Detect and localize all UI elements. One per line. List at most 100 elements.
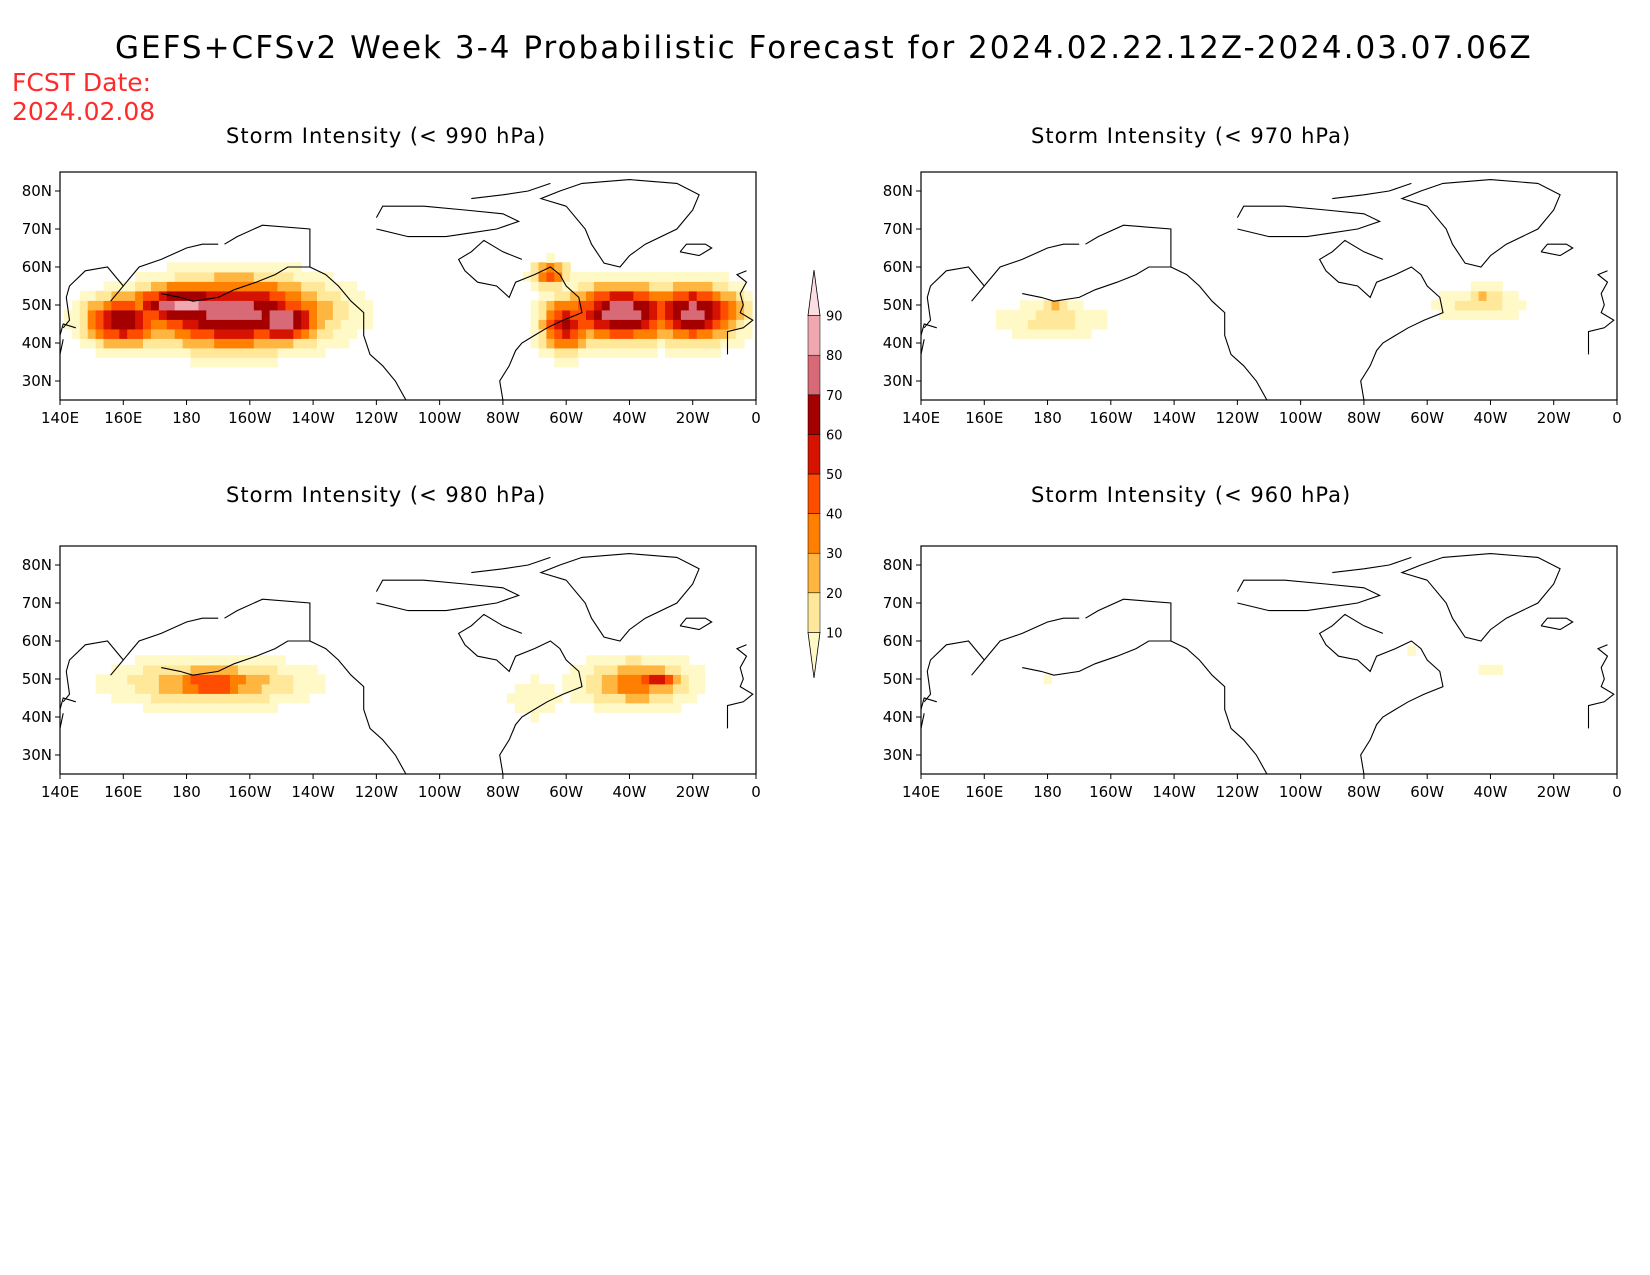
probability-cell bbox=[1478, 309, 1488, 320]
probability-cell bbox=[356, 309, 366, 320]
coastline bbox=[921, 339, 925, 356]
colorbar-label: 40 bbox=[826, 508, 843, 523]
probability-cell bbox=[593, 319, 603, 330]
probability-cell bbox=[238, 262, 247, 273]
probability-cell bbox=[633, 674, 642, 685]
coastline bbox=[1170, 640, 1268, 774]
lon-tick-label: 20W bbox=[676, 409, 710, 427]
probability-cell bbox=[586, 281, 595, 292]
lat-tick-label: 30N bbox=[883, 746, 913, 764]
probability-cell bbox=[317, 290, 326, 301]
probability-cell bbox=[609, 281, 619, 292]
probability-cell bbox=[198, 702, 207, 713]
probability-cell bbox=[261, 347, 271, 358]
probability-cell bbox=[317, 281, 326, 292]
probability-cell bbox=[285, 300, 294, 311]
probability-cell bbox=[649, 281, 658, 292]
probability-cell bbox=[190, 357, 199, 368]
probability-cell bbox=[633, 338, 642, 349]
probability-cell bbox=[261, 309, 271, 320]
probability-cell bbox=[1083, 309, 1092, 320]
probability-cell bbox=[277, 290, 286, 301]
probability-cell bbox=[230, 309, 239, 320]
probability-cell bbox=[206, 655, 215, 666]
probability-cell bbox=[95, 328, 105, 339]
probability-cell bbox=[238, 674, 247, 685]
probability-cell bbox=[174, 300, 184, 311]
probability-cell bbox=[625, 683, 634, 694]
probability-cell bbox=[570, 357, 579, 368]
probability-cell bbox=[1035, 328, 1045, 339]
probability-cell bbox=[625, 655, 634, 666]
probability-cell bbox=[673, 338, 682, 349]
probability-cell bbox=[222, 281, 231, 292]
lat-tick-label: 50N bbox=[22, 296, 52, 314]
probability-cell bbox=[182, 347, 192, 358]
probability-cell bbox=[530, 712, 540, 723]
probability-cell bbox=[119, 319, 128, 330]
probability-cell bbox=[151, 347, 160, 358]
probability-cell bbox=[245, 693, 255, 704]
probability-cell bbox=[617, 347, 627, 358]
probability-cell bbox=[348, 290, 358, 301]
probability-cell bbox=[182, 262, 192, 273]
probability-cell bbox=[1478, 300, 1488, 311]
probability-cell bbox=[720, 300, 729, 311]
probability-cell bbox=[609, 300, 619, 311]
probability-cell bbox=[87, 338, 97, 349]
probability-cell bbox=[119, 338, 128, 349]
probability-cell bbox=[127, 281, 136, 292]
coastline bbox=[679, 617, 713, 631]
probability-cell bbox=[1091, 319, 1100, 330]
probability-cell bbox=[665, 300, 674, 311]
lon-tick-label: 40W bbox=[612, 409, 646, 427]
lon-tick-label: 160E bbox=[104, 409, 142, 427]
probability-cell bbox=[309, 290, 318, 301]
colorbar-label: 50 bbox=[826, 468, 843, 483]
probability-cell bbox=[174, 683, 184, 694]
probability-cell bbox=[277, 309, 286, 320]
lat-tick-label: 70N bbox=[22, 594, 52, 612]
probability-cell bbox=[633, 319, 642, 330]
probability-cell bbox=[728, 281, 737, 292]
probability-cell bbox=[222, 674, 231, 685]
probability-cell bbox=[601, 347, 611, 358]
lon-tick-label: 60W bbox=[549, 409, 583, 427]
map-frame bbox=[59, 545, 757, 775]
probability-cell bbox=[641, 271, 650, 282]
probability-cell bbox=[617, 281, 627, 292]
probability-cell bbox=[206, 319, 215, 330]
probability-cell bbox=[269, 702, 279, 713]
probability-cell bbox=[127, 328, 136, 339]
probability-cell bbox=[166, 338, 176, 349]
lat-tick-label: 60N bbox=[22, 258, 52, 276]
probability-cell bbox=[301, 328, 310, 339]
lat-tick-label: 70N bbox=[22, 220, 52, 238]
probability-cell bbox=[522, 683, 532, 694]
probability-cell bbox=[269, 357, 279, 368]
map-frame bbox=[920, 171, 1618, 401]
probability-cell bbox=[696, 281, 706, 292]
probability-cell bbox=[151, 338, 160, 349]
probability-cell bbox=[245, 328, 255, 339]
probability-cell bbox=[688, 271, 698, 282]
probability-cell bbox=[586, 338, 595, 349]
lon-tick-label: 160E bbox=[104, 783, 142, 801]
probability-cell bbox=[1447, 300, 1456, 311]
probability-cell bbox=[609, 655, 619, 666]
probability-cell bbox=[253, 338, 263, 349]
probability-cell bbox=[1470, 290, 1480, 301]
probability-cell bbox=[696, 319, 706, 330]
probability-cell bbox=[151, 683, 160, 694]
probability-cell bbox=[538, 347, 547, 358]
lon-tick-label: 100W bbox=[418, 783, 462, 801]
probability-cell bbox=[649, 338, 658, 349]
probability-cell bbox=[673, 290, 682, 301]
probability-cell bbox=[601, 290, 611, 301]
probability-cell bbox=[103, 281, 112, 292]
probability-cell bbox=[143, 674, 152, 685]
probability-cell bbox=[127, 300, 136, 311]
probability-cell bbox=[277, 683, 286, 694]
probability-cell bbox=[182, 309, 192, 320]
probability-cell bbox=[143, 290, 152, 301]
